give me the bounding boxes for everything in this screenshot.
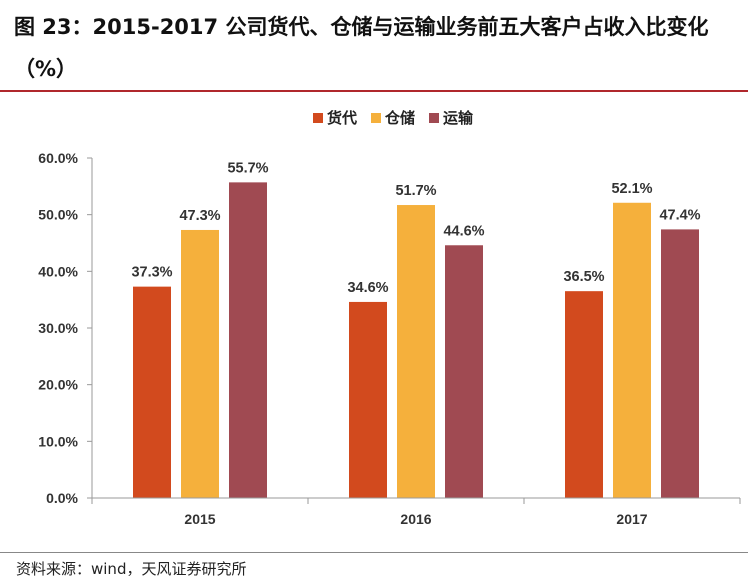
source-rule <box>0 552 748 553</box>
data-label: 34.6% <box>347 280 388 296</box>
x-axis: 2015 2016 2017 <box>91 497 741 527</box>
legend-label-1: 货代 <box>327 109 357 127</box>
y-tick-label: 30.0% <box>38 320 78 336</box>
y-tick-label: 60.0% <box>38 150 78 166</box>
bar-2015-3 <box>229 182 267 498</box>
bar-2017-1 <box>565 291 603 498</box>
legend-swatch-1 <box>313 113 323 123</box>
legend-swatch-3 <box>429 113 439 123</box>
legend-swatch-2 <box>371 113 381 123</box>
x-tick-label: 2017 <box>616 511 647 527</box>
source-note: 资料来源：wind，天风证券研究所 <box>16 560 247 578</box>
bar-2015-1 <box>133 286 171 498</box>
figure-title: 图 23：2015-2017 公司货代、仓储与运输业务前五大客户占收入比变化（%… <box>14 15 709 81</box>
bar-2017-2 <box>613 202 651 498</box>
chart-legend: 货代 仓储 运输 <box>313 109 474 127</box>
data-label: 37.3% <box>131 265 172 281</box>
bar-2017-3 <box>661 229 699 498</box>
bar-2016-3 <box>445 245 483 498</box>
bar-2016-1 <box>349 301 387 498</box>
y-tick-label: 20.0% <box>38 377 78 393</box>
y-tick-label: 0.0% <box>46 490 78 506</box>
y-tick-label: 40.0% <box>38 263 78 279</box>
bar-chart: 货代 仓储 运输 0.0% 10.0% 20.0% 30.0% 40.0% 50.0% 60.0… <box>38 109 741 527</box>
data-label: 36.5% <box>563 269 604 285</box>
bar-2016-2 <box>397 205 435 498</box>
data-label: 47.3% <box>179 208 220 224</box>
bar-series: 37.3% 47.3% 55.7% 34.6% 51.7% 44.6% 36.5% 52.1%… <box>131 160 701 498</box>
legend-label-3: 运输 <box>443 109 474 127</box>
data-label: 52.1% <box>611 181 652 197</box>
bar-2015-2 <box>181 229 219 498</box>
data-label: 51.7% <box>395 183 436 199</box>
data-label: 44.6% <box>443 223 484 239</box>
legend-label-2: 仓储 <box>384 109 415 127</box>
data-label: 55.7% <box>227 160 268 176</box>
x-tick-label: 2016 <box>400 511 431 527</box>
y-axis: 0.0% 10.0% 20.0% 30.0% 40.0% 50.0% 60.0% <box>38 150 93 506</box>
x-tick-label: 2015 <box>184 511 215 527</box>
y-tick-label: 10.0% <box>38 433 78 449</box>
data-label: 47.4% <box>659 207 700 223</box>
title-rule <box>0 90 748 92</box>
y-tick-label: 50.0% <box>38 207 78 223</box>
